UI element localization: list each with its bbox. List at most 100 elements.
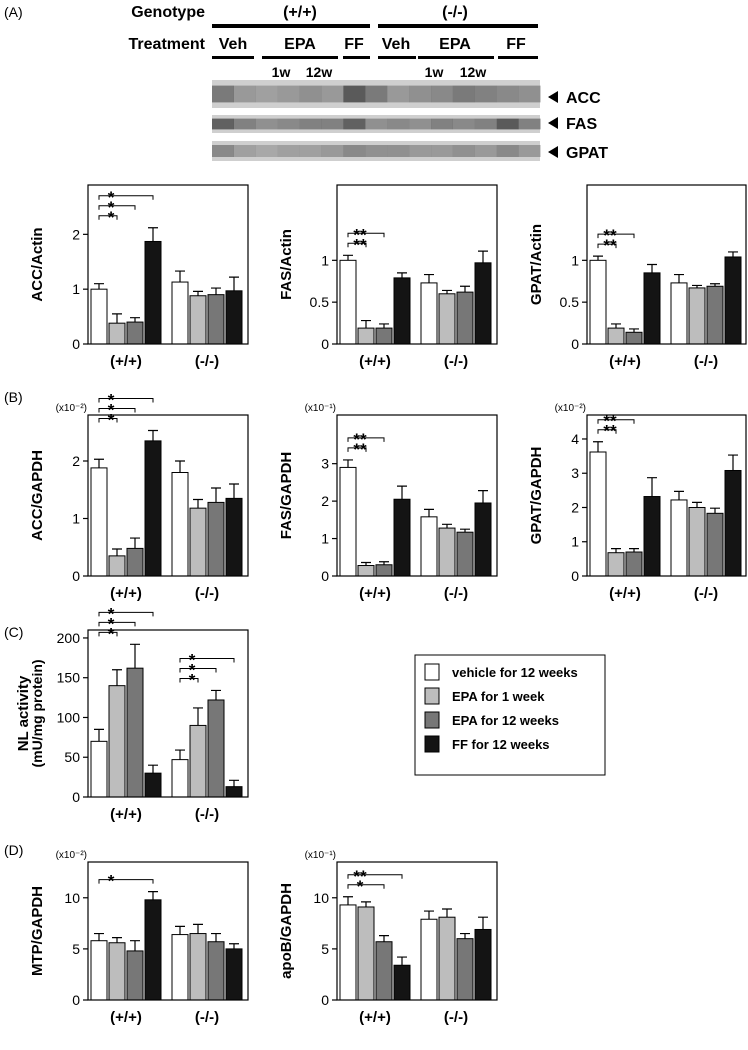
bar <box>474 928 492 1001</box>
error-bar <box>193 707 203 726</box>
treatment: EPA <box>284 36 316 53</box>
bar <box>375 327 393 345</box>
significance-bracket <box>98 215 118 220</box>
blot-band <box>387 85 410 103</box>
blot-band <box>233 118 256 130</box>
error-bar <box>424 910 434 920</box>
bar <box>607 327 625 345</box>
significance-bracket <box>347 242 367 248</box>
blot-band <box>233 85 256 103</box>
legend-label: EPA for 1 week <box>452 689 545 704</box>
treatment-rule <box>262 56 338 59</box>
bar <box>375 941 393 1001</box>
error-bar <box>478 490 488 503</box>
plot-frame <box>87 184 249 345</box>
bar <box>375 564 393 577</box>
bar <box>420 516 438 577</box>
blot-band <box>343 145 366 157</box>
plot-frame <box>586 414 747 577</box>
x-tick-label: (+/+) <box>110 1009 142 1026</box>
header-rule <box>378 24 538 28</box>
y-axis-label: GPAT/GAPDH <box>528 447 545 545</box>
bar <box>171 281 189 345</box>
x-tick-label: (+/+) <box>359 1009 391 1026</box>
y-tick-label: 10 <box>313 890 329 906</box>
significance-label: * <box>108 198 115 217</box>
blot-band <box>474 85 497 103</box>
y-tick-label: 0 <box>72 336 80 352</box>
y-tick-label: 1 <box>321 252 329 268</box>
genotype: (+/+) <box>283 4 317 21</box>
y-axis-label: NL activity <box>15 675 32 751</box>
duration: 1w <box>425 64 444 80</box>
significance-label: ** <box>353 430 367 449</box>
plot-frame <box>87 861 249 1001</box>
blot-band <box>255 145 278 157</box>
bar <box>589 259 607 345</box>
error-bar <box>593 441 603 452</box>
error-bar <box>130 940 140 951</box>
significance-bracket <box>597 243 617 249</box>
blot-background <box>212 141 540 161</box>
bar <box>144 440 162 577</box>
x-tick-label: (-/-) <box>694 353 718 370</box>
x-tick-label: (-/-) <box>195 353 219 370</box>
error-bar <box>379 935 389 942</box>
legend-label: FF for 12 weeks <box>452 737 550 752</box>
y-axis-unit: (mU/mg protein) <box>29 659 45 767</box>
error-bar <box>148 764 158 774</box>
duration: 12w <box>460 64 487 80</box>
y-tick-label: 0 <box>72 992 80 1008</box>
bar <box>357 565 375 577</box>
error-bar <box>442 523 452 529</box>
treatment: EPA <box>439 36 471 53</box>
y-tick-label: 3 <box>321 456 329 472</box>
bar <box>393 964 411 1001</box>
y-tick-label: 5 <box>72 941 80 957</box>
duration: 1w <box>272 64 291 80</box>
bar <box>189 724 207 798</box>
error-bar <box>343 254 353 261</box>
blot-band <box>299 145 322 157</box>
header-rule <box>212 24 370 28</box>
blot-band <box>233 145 256 157</box>
error-bar <box>397 272 407 278</box>
error-bar <box>343 459 353 468</box>
bar <box>108 555 126 577</box>
blot-band <box>496 118 519 130</box>
blot-band <box>518 145 541 157</box>
significance-label: * <box>108 872 115 891</box>
significance-bracket <box>347 447 367 452</box>
scale-label: (x10⁻¹) <box>305 403 336 414</box>
x-tick-label: (+/+) <box>110 806 142 823</box>
bar <box>357 906 375 1001</box>
bar <box>144 772 162 798</box>
x-tick-label: (-/-) <box>694 585 718 602</box>
error-bar <box>94 283 104 290</box>
plot-frame <box>336 184 498 345</box>
panel-label: (B) <box>4 389 23 405</box>
bar <box>207 941 225 1001</box>
y-tick-label: 1 <box>72 281 80 297</box>
legend-swatch <box>424 687 440 705</box>
y-tick-label: 100 <box>57 709 81 725</box>
blot-band <box>518 85 541 103</box>
bar <box>670 282 688 345</box>
bar <box>108 322 126 345</box>
blot-band <box>452 145 475 157</box>
error-bar <box>379 323 389 329</box>
panel-label: (D) <box>4 842 23 858</box>
y-tick-label: 1 <box>571 252 579 268</box>
blot-band <box>277 145 300 157</box>
error-bar <box>211 932 221 942</box>
x-tick-label: (-/-) <box>195 585 219 602</box>
bar <box>643 272 661 345</box>
genotype: (-/-) <box>442 4 468 21</box>
y-tick-label: 2 <box>571 499 579 515</box>
bar <box>706 285 724 345</box>
significance-label: ** <box>353 440 367 459</box>
arrow <box>548 117 558 129</box>
error-bar <box>229 483 239 499</box>
error-bar <box>130 317 140 323</box>
blot-background <box>212 80 540 108</box>
